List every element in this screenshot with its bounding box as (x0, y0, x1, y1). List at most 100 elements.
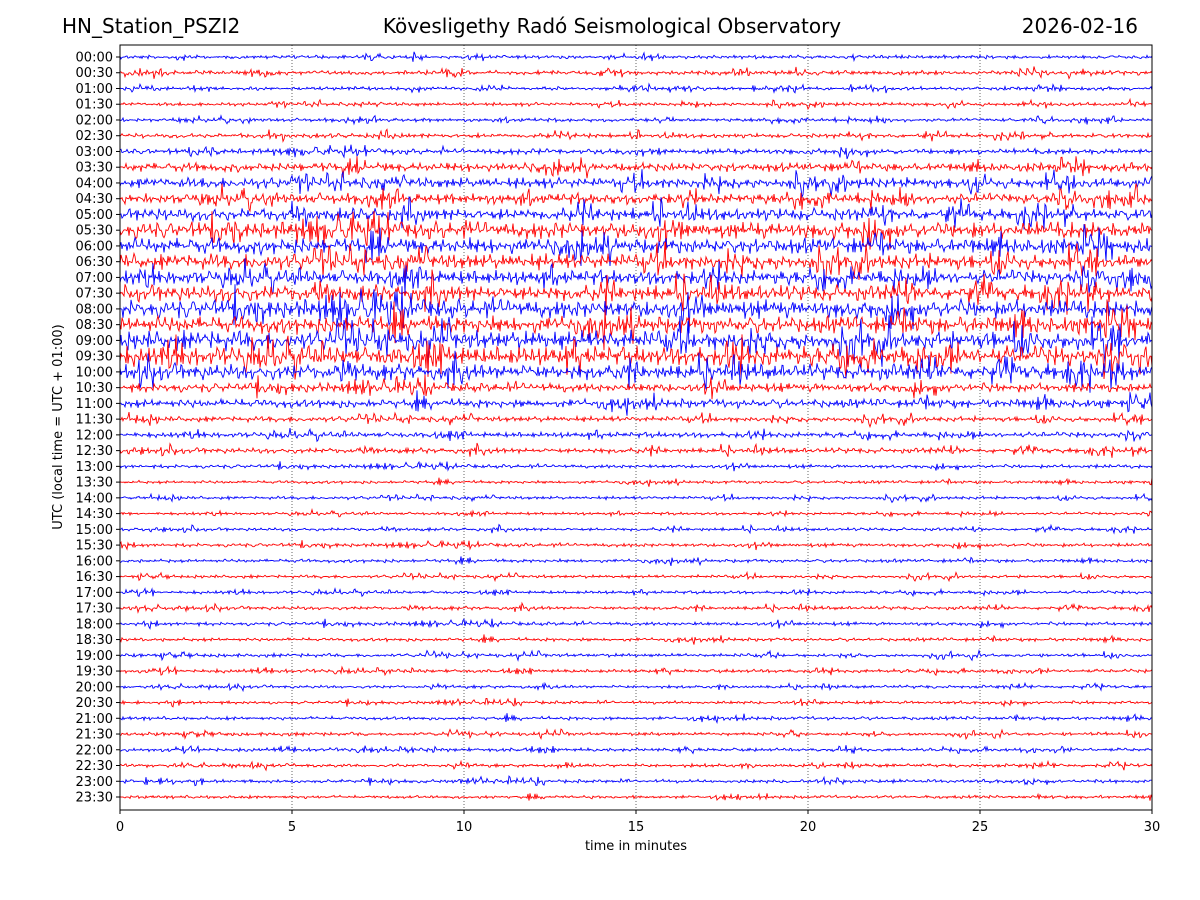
y-tick-label: 01:00 (76, 82, 113, 97)
trace-2100 (119, 713, 1153, 725)
trace-2000 (119, 681, 1153, 693)
y-tick-label: 08:30 (76, 318, 113, 333)
trace-0430 (119, 183, 1153, 213)
y-tick-label: 09:30 (76, 350, 113, 365)
trace-1900 (119, 649, 1153, 662)
y-tick-label: 22:00 (76, 743, 113, 758)
trace-0800 (119, 284, 1153, 334)
y-tick-label: 15:00 (76, 523, 113, 538)
trace-1630 (119, 570, 1153, 583)
trace-1700 (119, 587, 1153, 598)
trace-2030 (119, 697, 1153, 708)
y-tick-label: 07:30 (76, 287, 113, 302)
trace-0330 (119, 156, 1153, 179)
trace-0030 (119, 66, 1153, 80)
trace-0900 (119, 315, 1153, 367)
y-tick-label: 11:30 (76, 413, 113, 428)
y-tick-label: 20:30 (76, 696, 113, 711)
x-tick-label: 15 (628, 820, 645, 835)
y-tick-label: 05:00 (76, 208, 113, 223)
trace-1400 (119, 492, 1153, 504)
y-tick-label: 23:30 (76, 791, 113, 806)
y-tick-label: 21:30 (76, 728, 113, 743)
y-tick-label: 23:00 (76, 775, 113, 790)
y-tick-label: 15:30 (76, 539, 113, 554)
observatory-title: Kövesligethy Radó Seismological Observat… (382, 14, 842, 38)
y-tick-label: 19:00 (76, 649, 113, 664)
y-tick-label: 02:30 (76, 129, 113, 144)
trace-2300 (119, 775, 1152, 787)
trace-1730 (119, 601, 1153, 614)
x-axis-label: time in minutes (585, 839, 687, 854)
trace-0500 (119, 196, 1153, 230)
y-tick-label: 04:00 (76, 176, 113, 191)
y-tick-label: 02:00 (76, 113, 113, 128)
trace-1300 (119, 460, 1153, 472)
y-tick-label: 05:30 (76, 224, 113, 239)
trace-0230 (119, 128, 1153, 143)
trace-1530 (119, 539, 1153, 551)
trace-1430 (119, 507, 1153, 519)
y-tick-label: 06:30 (76, 255, 113, 270)
y-tick-label: 19:30 (76, 665, 113, 680)
trace-1600 (119, 556, 1153, 567)
y-tick-label: 04:30 (76, 192, 113, 207)
y-tick-label: 03:00 (76, 145, 113, 160)
y-tick-label: 09:00 (76, 334, 113, 349)
trace-1800 (119, 618, 1153, 630)
x-tick-label: 25 (972, 820, 989, 835)
trace-0200 (119, 114, 1153, 126)
x-tick-label: 10 (456, 820, 473, 835)
y-tick-label: 07:00 (76, 271, 113, 286)
y-axis-label: UTC (local time = UTC + 01:00) (51, 324, 66, 529)
trace-1330 (119, 477, 1153, 487)
trace-0530 (119, 210, 1153, 251)
trace-1930 (119, 665, 1153, 677)
trace-2200 (119, 744, 1153, 755)
trace-0130 (119, 97, 1153, 111)
y-tick-label: 16:30 (76, 570, 113, 585)
y-tick-label: 12:00 (76, 428, 113, 443)
trace-2130 (119, 728, 1152, 740)
y-tick-label: 10:00 (76, 365, 113, 380)
y-tick-label: 08:00 (76, 302, 113, 317)
trace-0400 (119, 169, 1153, 199)
trace-1100 (119, 390, 1153, 416)
y-tick-label: 20:00 (76, 680, 113, 695)
y-tick-label: 13:00 (76, 460, 113, 475)
y-tick-label: 18:30 (76, 633, 113, 648)
trace-0300 (119, 144, 1153, 160)
y-tick-label: 03:30 (76, 161, 113, 176)
trace-1130 (119, 411, 1153, 429)
trace-1830 (119, 634, 1153, 645)
trace-0730 (119, 269, 1153, 315)
trace-1230 (119, 442, 1153, 458)
trace-0600 (119, 224, 1153, 267)
trace-1000 (119, 350, 1153, 393)
x-tick-label: 20 (800, 820, 817, 835)
station-title: HN_Station_PSZI2 (62, 14, 241, 38)
y-tick-label: 00:00 (76, 51, 113, 66)
x-tick-label: 0 (116, 820, 124, 835)
y-tick-label: 17:00 (76, 586, 113, 601)
y-tick-label: 13:30 (76, 476, 113, 491)
y-tick-label: 06:00 (76, 239, 113, 254)
trace-0830 (119, 299, 1153, 351)
y-tick-label: 22:30 (76, 759, 113, 774)
y-tick-label: 18:00 (76, 617, 113, 632)
x-tick-label: 30 (1144, 820, 1161, 835)
y-tick-label: 14:00 (76, 491, 113, 506)
trace-0100 (119, 82, 1153, 94)
date-title: 2026-02-16 (1021, 14, 1138, 38)
y-tick-label: 10:30 (76, 381, 113, 396)
y-tick-label: 12:30 (76, 444, 113, 459)
trace-0630 (119, 241, 1153, 285)
y-tick-label: 01:30 (76, 98, 113, 113)
y-tick-label: 16:00 (76, 554, 113, 569)
trace-0000 (119, 51, 1153, 63)
trace-1030 (119, 374, 1153, 400)
trace-0930 (119, 334, 1153, 380)
y-tick-label: 11:00 (76, 397, 113, 412)
y-tick-label: 14:30 (76, 507, 113, 522)
